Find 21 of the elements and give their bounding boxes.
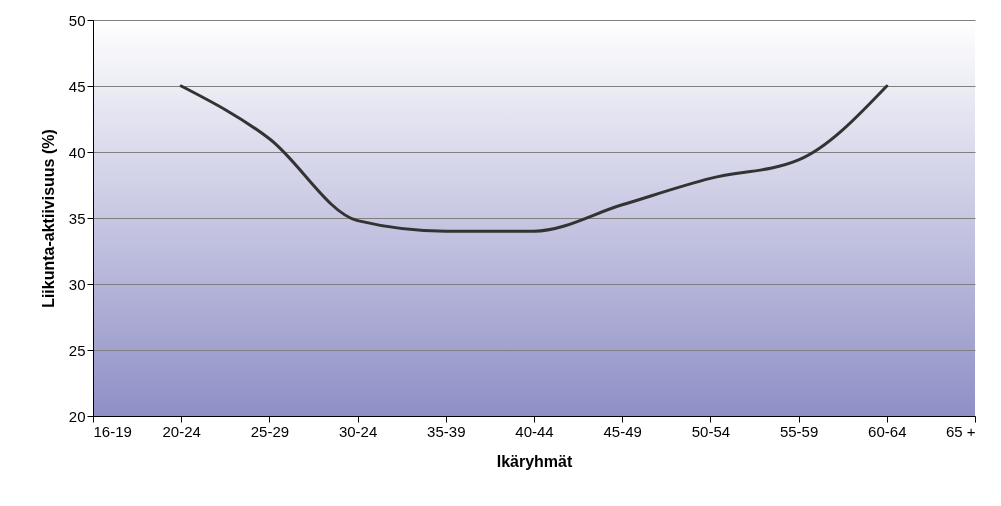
x-tick-label: 50-54 bbox=[691, 422, 731, 440]
x-tick-label: 35-39 bbox=[427, 422, 466, 440]
y-tick-label: 35 bbox=[68, 209, 86, 227]
y-tick-label: 20 bbox=[68, 407, 86, 425]
x-tick-label: 40-44 bbox=[515, 422, 554, 440]
x-tick-label: 60-64 bbox=[868, 422, 907, 440]
x-tick-label: 55-59 bbox=[779, 422, 819, 440]
y-tick-label: 25 bbox=[68, 341, 86, 359]
x-tick-label: 25-29 bbox=[250, 422, 290, 440]
x-tick-label: 30-24 bbox=[338, 422, 378, 440]
x-axis-title: Ikäryhmät bbox=[496, 452, 573, 470]
x-tick-label: 45-49 bbox=[603, 422, 642, 440]
y-tick-label: 40 bbox=[68, 143, 86, 161]
x-tick-label: 20-24 bbox=[162, 422, 201, 440]
x-tick-label: 16-19 bbox=[93, 422, 132, 440]
x-tick-label: 65 + bbox=[945, 422, 976, 440]
y-tick-label: 30 bbox=[68, 275, 86, 293]
line-series bbox=[179, 84, 889, 233]
y-axis-title: Liikunta-aktiivisuus (%) bbox=[39, 129, 57, 308]
y-tick-label: 50 bbox=[68, 11, 86, 29]
y-tick-label: 45 bbox=[68, 77, 86, 95]
